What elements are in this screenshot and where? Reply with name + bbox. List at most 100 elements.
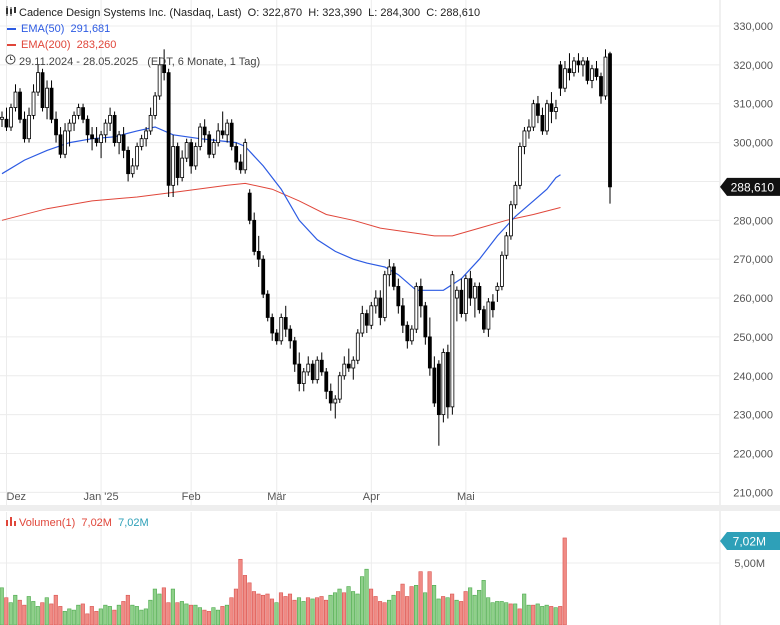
candle [36,64,40,96]
candle-body [328,390,333,404]
candle [527,119,531,139]
candle [85,115,90,143]
volume-bar [103,604,108,625]
candle-body [491,301,495,311]
candle [193,142,198,170]
volume-bar [152,588,157,625]
candle-body [283,317,288,330]
last-price-badge: 288,610 [731,180,775,194]
candle [189,138,194,174]
candle-body [405,324,410,342]
candle [315,356,320,384]
volume-bar [49,603,54,625]
date-tick-label: Jan '25 [84,491,119,503]
candle [4,107,9,131]
volume-bar [170,588,175,625]
volume-bar [193,604,198,625]
date-tick-label: Apr [363,491,380,503]
volume-bar [490,602,495,625]
candle-body [198,126,203,147]
candle-body [549,103,554,112]
volume-bar [562,537,567,625]
price-tick-label: 310,000 [733,99,773,111]
period-range: 29.11.2024 - 28.05.2025 [19,56,139,68]
candle-body [99,134,103,143]
volume-bar [346,586,351,625]
volume-tick-label: 5,00M [734,558,765,570]
candle-body [450,274,455,408]
volume-bar [148,599,153,625]
price-tick-label: 280,000 [733,215,773,227]
candle [427,317,432,376]
ema50-path [1,126,561,291]
candle-body [72,114,76,124]
ema50-legend[interactable]: EMA(50) 291,681 [7,22,110,36]
volume-bar [67,608,72,625]
candle [491,294,495,318]
candle [481,305,486,334]
price-axis-labels: 330,000320,000310,000300,000290,000280,0… [733,21,773,570]
volume-bar [468,587,473,625]
candle [409,325,414,345]
time-grid [6,0,467,625]
candle-body [531,103,536,128]
candle-body [459,289,464,314]
candle-body [247,192,252,221]
candle-body [162,64,167,74]
candle-body [554,107,558,112]
candle-body [216,130,221,143]
volume-legend[interactable]: Volumen(1) 7,02M 7,02M [5,516,149,530]
ema200-legend[interactable]: EMA(200) 283,260 [7,38,116,52]
candle-body [369,305,374,326]
candle-body [58,134,63,155]
candle-body [576,60,581,66]
candle [450,270,455,415]
candle [238,154,243,174]
candle [301,368,306,392]
candle-body [504,235,509,256]
candle-body [342,363,347,377]
candle-body [90,134,94,140]
volume-bar [161,587,166,625]
candle [184,138,189,163]
candle [202,119,207,143]
price-tick-label: 260,000 [733,293,773,305]
candle-body [378,297,383,318]
candle [540,107,545,135]
candle [346,348,351,372]
candle [207,130,212,159]
candle [274,329,279,345]
candle [297,352,302,392]
candle-body [112,114,117,143]
candle-body [130,165,135,175]
volume-bar [359,576,365,625]
price-tick-label: 330,000 [733,21,773,33]
candle [49,80,54,124]
candle [211,138,216,159]
candle-body [135,146,140,167]
volume-bar [121,601,126,625]
volume-bar [224,604,229,625]
candle-body [324,371,329,392]
candle-body [563,68,567,89]
volume-bar [414,585,419,625]
candle-body [382,274,387,318]
candle [175,142,180,186]
candle-body [189,142,194,167]
volume-bar [22,604,27,625]
candle [405,321,410,349]
price-tick-label: 240,000 [733,371,773,383]
candle [117,130,121,155]
candle [288,325,293,349]
candle [364,309,369,334]
candle [522,127,527,155]
candle-body [22,118,27,140]
candle [22,111,27,143]
candle-body [608,53,612,188]
volume-bar [337,588,342,625]
volume-bar [405,596,410,625]
candle-body [166,72,171,186]
instrument-header: Cadence Design Systems Inc. (Nasdaq, Las… [5,6,480,20]
candle [396,278,401,314]
